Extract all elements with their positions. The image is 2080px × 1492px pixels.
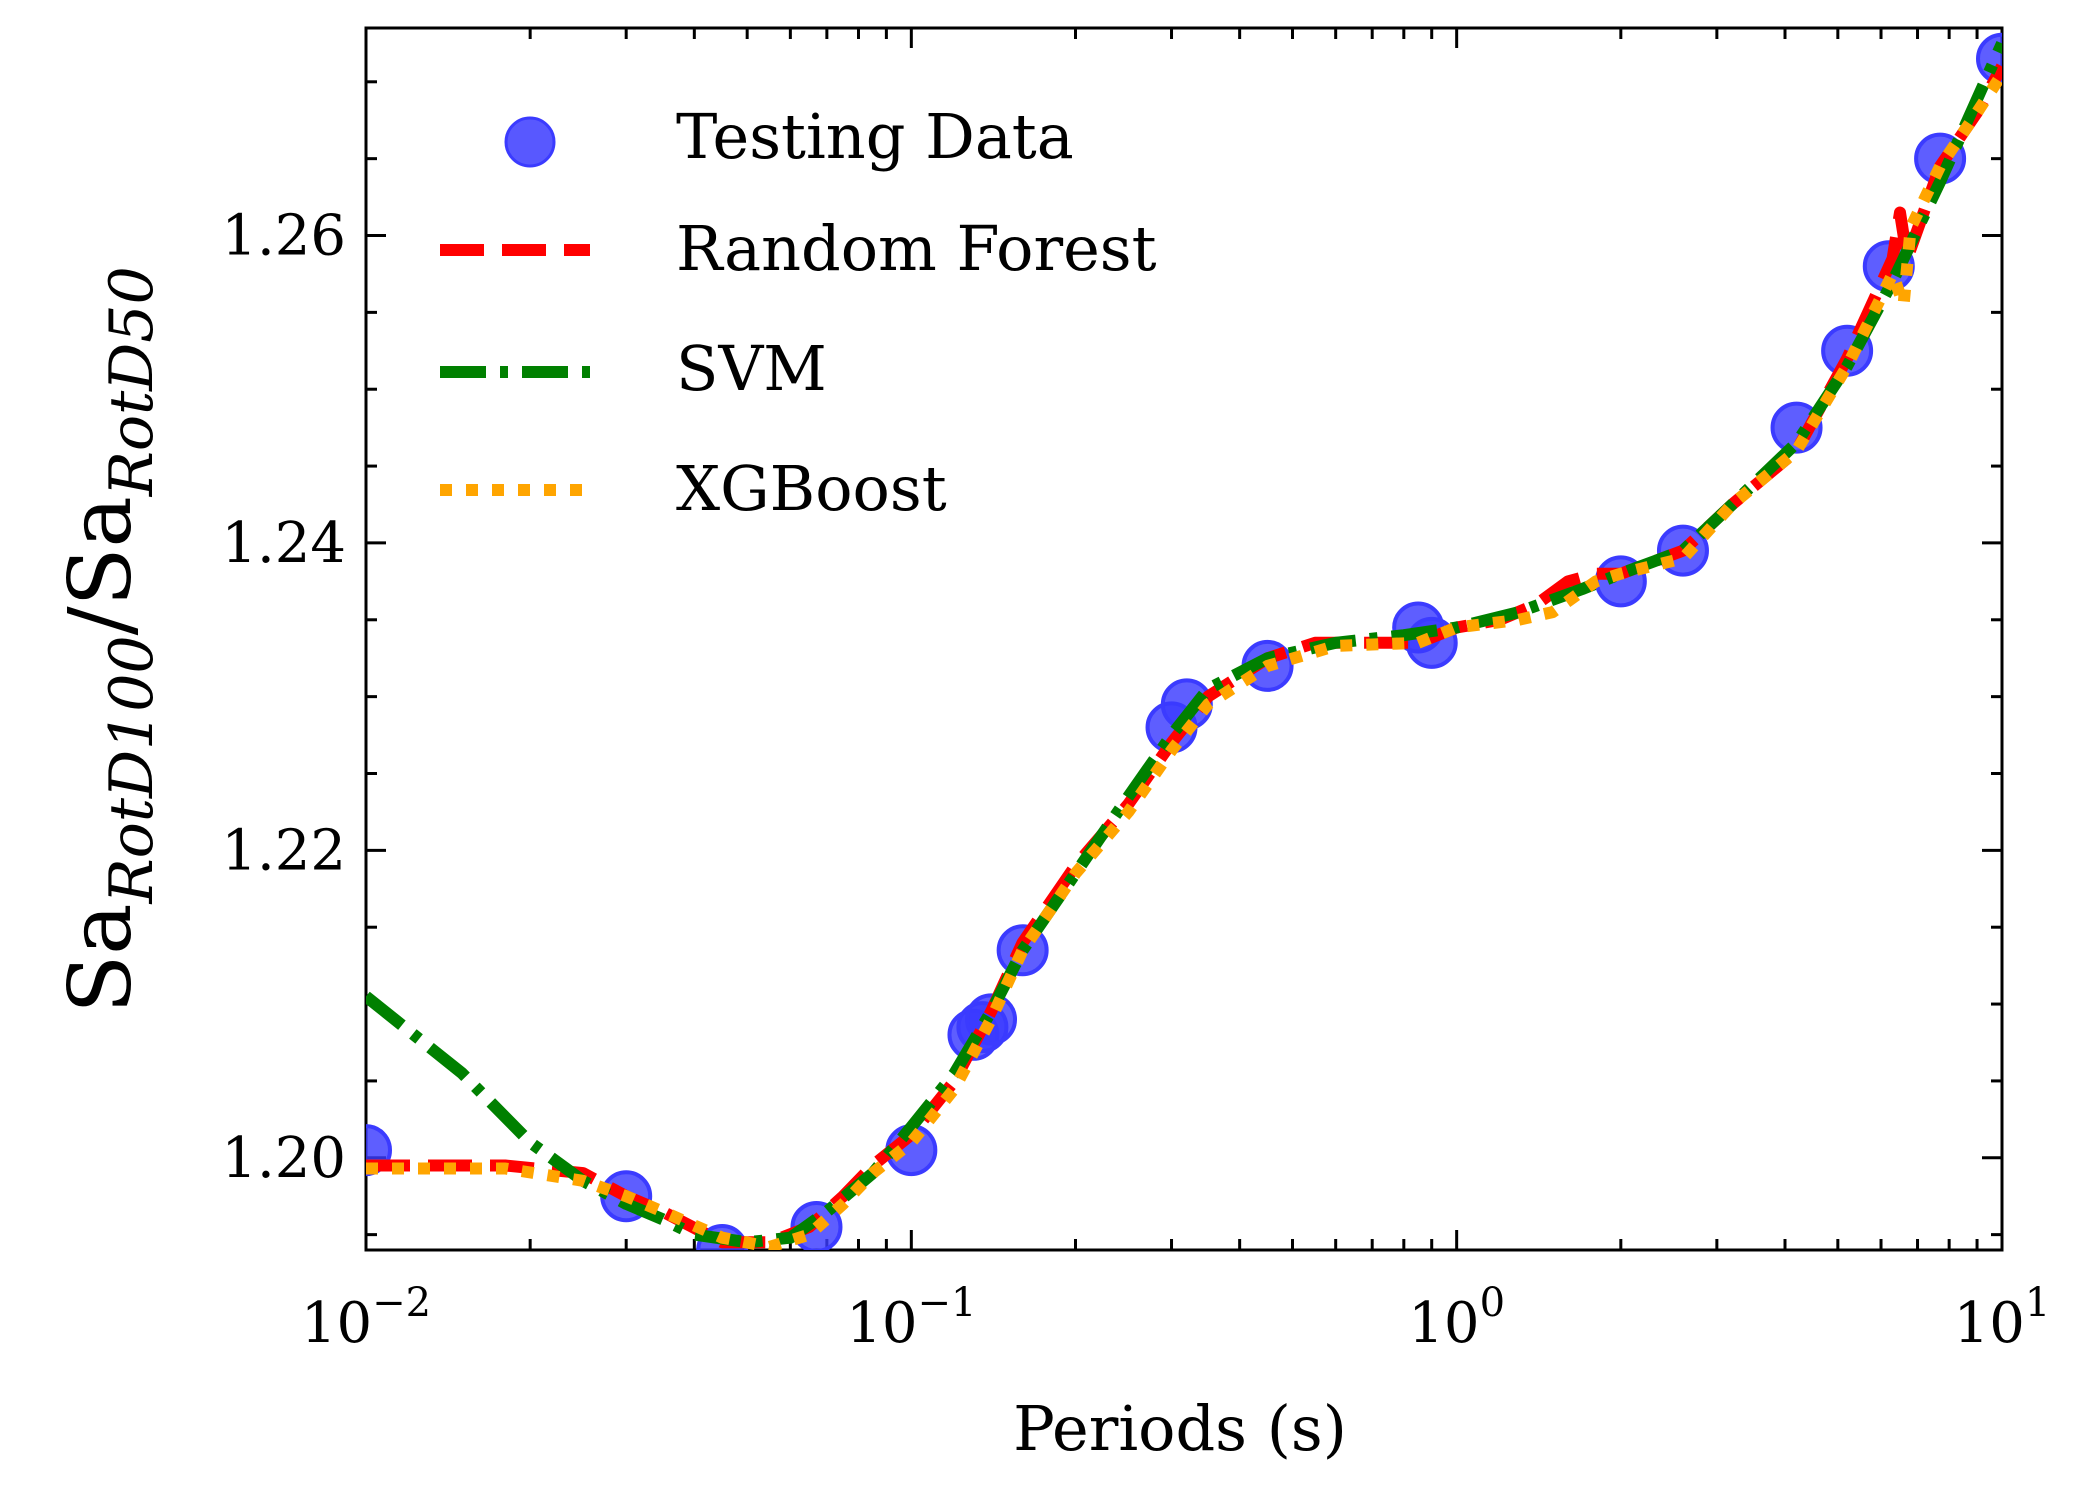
y-tick-labels: 1.20 1.22 1.24 1.26 (221, 204, 346, 1191)
x-tick-label: 100 (1408, 1280, 1505, 1356)
legend-label-random-forest: Random Forest (676, 212, 1157, 285)
y-label-separator: / (51, 606, 151, 635)
x-tick-labels: 10−2 10−1 100 101 (301, 1280, 2050, 1356)
x-tick-base: 10 (301, 1291, 372, 1356)
x-tick-base: 10 (1408, 1291, 1479, 1356)
legend-item-svm: SVM (440, 332, 827, 405)
y-tick-label: 1.26 (221, 204, 346, 269)
legend-label-svm: SVM (676, 332, 827, 405)
x-tick-label: 10−2 (301, 1280, 431, 1356)
legend-marker-testing-data (504, 116, 556, 168)
legend-label-testing-data: Testing Data (676, 100, 1074, 173)
x-tick-exponent: 0 (1480, 1280, 1505, 1326)
y-tick-label: 1.20 (221, 1126, 346, 1191)
plot-frame (364, 26, 2004, 1252)
y-axis-label: SaRotD100/SaRotD50 (51, 266, 167, 1013)
y-tick-label: 1.24 (221, 511, 346, 576)
y-label-base-den: Sa (51, 496, 151, 606)
x-tick-label: 101 (1954, 1280, 2051, 1356)
scatter-layer (366, 32, 2002, 1250)
x-tick-exponent: 1 (2025, 1280, 2050, 1326)
axis-ticks (364, 28, 2004, 1250)
x-tick-exponent: −2 (372, 1280, 431, 1326)
x-tick-base: 10 (1954, 1291, 2025, 1356)
y-label-sub-num: RotD100 (97, 635, 167, 904)
x-tick-label: 10−1 (846, 1280, 976, 1356)
legend: Testing Data Random Forest SVM XGBoost (440, 100, 1157, 525)
svg-text:SaRotD100/SaRotD50: SaRotD100/SaRotD50 (51, 266, 167, 1013)
random-forest-line (366, 63, 2002, 1249)
y-label-sub-den: RotD50 (97, 266, 167, 497)
svm-line (366, 40, 2002, 1249)
x-tick-base: 10 (846, 1291, 917, 1356)
xgboost-line (366, 70, 2002, 1250)
legend-label-xgboost: XGBoost (676, 452, 947, 525)
lines-layer (366, 40, 2002, 1250)
y-label-base-num: Sa (51, 903, 151, 1013)
legend-item-testing-data: Testing Data (504, 100, 1074, 173)
x-tick-exponent: −1 (917, 1280, 976, 1326)
x-axis-label: Periods (s) (1013, 1392, 1347, 1465)
legend-item-xgboost: XGBoost (440, 452, 947, 525)
y-tick-label: 1.22 (221, 818, 346, 883)
legend-item-random-forest: Random Forest (440, 212, 1157, 285)
